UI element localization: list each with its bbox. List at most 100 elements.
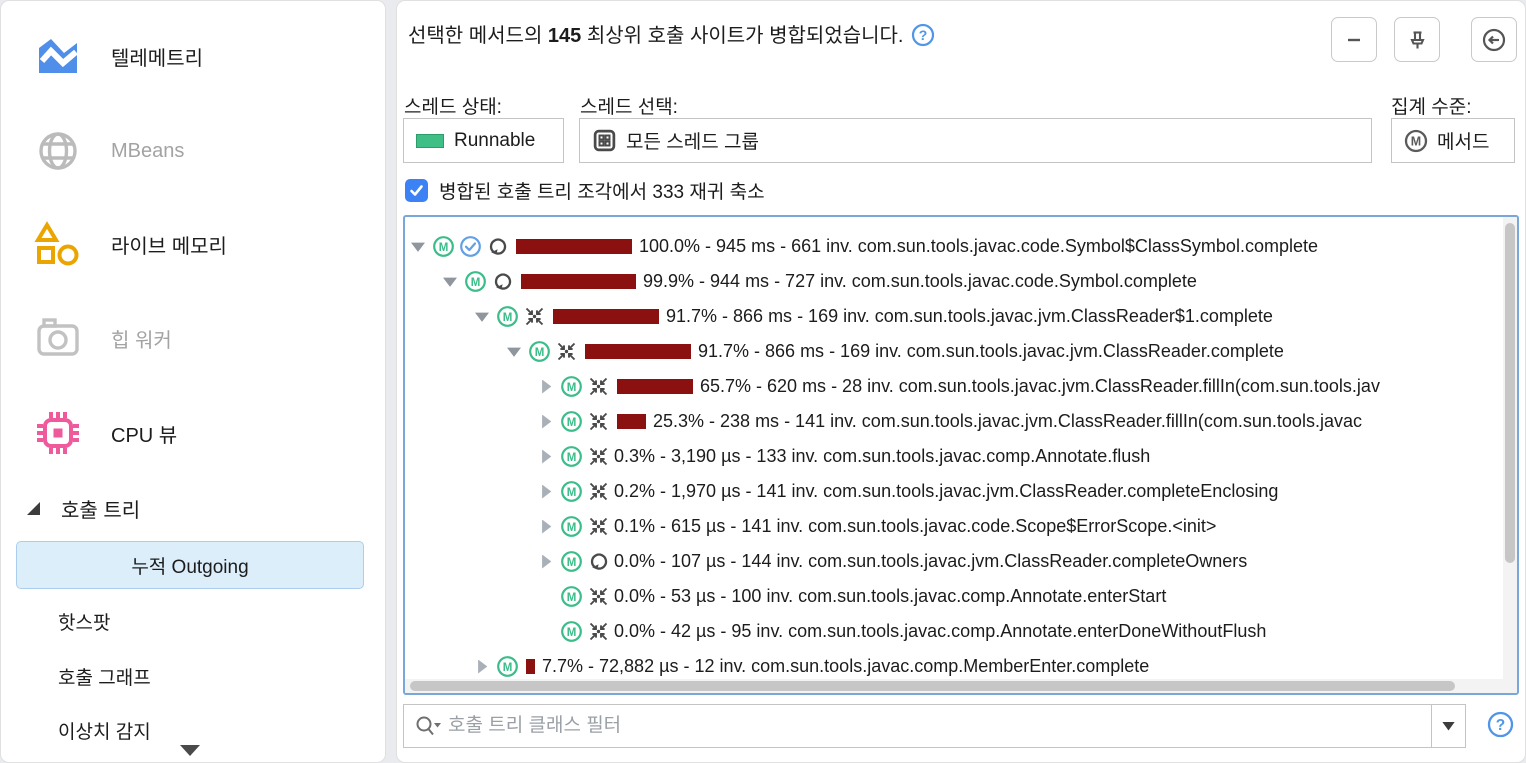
time-bar	[526, 659, 535, 674]
method-icon: M	[560, 585, 583, 608]
tree-row[interactable]: M 0.0% - 107 µs - 144 inv. com.sun.tools.…	[405, 544, 1503, 579]
method-aggregation-icon: M	[1404, 129, 1428, 153]
tree-row-text: 65.7% - 620 ms - 28 inv. com.sun.tools.j…	[700, 376, 1380, 396]
svg-text:M: M	[471, 277, 481, 289]
sidebar-item-outlier-detection[interactable]: 이상치 감지	[1, 716, 385, 744]
expand-toggle-icon[interactable]	[542, 519, 552, 534]
compress-icon	[587, 410, 610, 433]
svg-text:M: M	[567, 452, 577, 464]
camera-icon	[37, 318, 79, 356]
tree-row-text: 91.7% - 866 ms - 169 inv. com.sun.tools.…	[698, 341, 1284, 361]
method-icon: M	[496, 655, 519, 678]
filter-dropdown-button[interactable]	[1431, 705, 1465, 747]
compress-icon	[587, 480, 610, 503]
horizontal-scrollbar[interactable]	[405, 679, 1503, 693]
tree-row[interactable]: M 0.1% - 615 µs - 141 inv. com.sun.tools.…	[405, 509, 1503, 544]
sidebar-item-label: 힙 워커	[111, 329, 172, 352]
sidebar-item-hotspots[interactable]: 핫스팟	[1, 607, 385, 635]
svg-text:M: M	[439, 242, 449, 254]
back-button[interactable]	[1471, 17, 1517, 62]
collapse-recursions-checkbox[interactable]: 병합된 호출 트리 조각에서 333 재귀 축소	[405, 177, 765, 204]
sidebar-item-call-graph[interactable]: 호출 그래프	[1, 662, 385, 690]
tree-row-text: 7.7% - 72,882 µs - 12 inv. com.sun.tools…	[542, 656, 1150, 676]
method-icon: M	[560, 410, 583, 433]
filter-input[interactable]	[448, 706, 1429, 746]
method-icon: M	[528, 340, 551, 363]
tree-row[interactable]: M 25.3% - 238 ms - 141 inv. com.sun.tools…	[405, 404, 1503, 439]
method-icon: M	[432, 235, 455, 258]
method-icon: M	[560, 550, 583, 573]
sidebar-item-label: 누적 Outgoing	[131, 556, 249, 578]
message-count: 145	[547, 25, 582, 47]
tree-row[interactable]: M 0.0% - 53 µs - 100 inv. com.sun.tools.j…	[405, 579, 1503, 614]
tree-row-text: 91.7% - 866 ms - 169 inv. com.sun.tools.…	[666, 306, 1273, 326]
filter-help-icon[interactable]: ?	[1487, 711, 1514, 738]
sidebar: 텔레메트리 MBeans 라이브 메모리 힙 워커	[0, 0, 386, 763]
time-bar	[553, 309, 659, 324]
recursion-icon	[491, 270, 514, 293]
tree-row[interactable]: M 0.0% - 42 µs - 95 inv. com.sun.tools.ja…	[405, 614, 1503, 649]
tree-row[interactable]: M 0.2% - 1,970 µs - 141 inv. com.sun.tool…	[405, 474, 1503, 509]
vertical-scrollbar[interactable]	[1503, 217, 1517, 693]
sidebar-item-mbeans[interactable]: MBeans	[1, 127, 385, 175]
time-bar	[521, 274, 636, 289]
method-icon: M	[560, 515, 583, 538]
aggregation-dropdown[interactable]: M 메서드	[1391, 118, 1515, 163]
compress-icon	[587, 375, 610, 398]
svg-text:M: M	[567, 592, 577, 604]
merged-call-sites-message: 선택한 메서드의 145 최상위 호출 사이트가 병합되었습니다.?	[408, 19, 935, 48]
sidebar-item-telemetry[interactable]: 텔레메트리	[1, 32, 385, 80]
thread-groups-icon	[592, 128, 617, 153]
horizontal-scrollbar-thumb[interactable]	[410, 681, 1455, 691]
time-bar	[585, 344, 691, 359]
sidebar-item-cpu-views[interactable]: CPU 뷰	[1, 409, 385, 457]
expand-toggle-icon[interactable]	[542, 484, 552, 499]
telemetry-icon	[39, 39, 78, 73]
vertical-scrollbar-thumb[interactable]	[1505, 223, 1515, 563]
chevron-down-icon	[1442, 721, 1455, 731]
thread-state-dropdown[interactable]: Runnable	[403, 118, 564, 163]
toggle-spacer	[539, 590, 553, 604]
sidebar-item-label: 핫스팟	[58, 612, 111, 634]
sidebar-section-call-tree[interactable]: 호출 트리	[1, 493, 385, 523]
svg-text:?: ?	[1496, 717, 1505, 734]
expand-toggle-icon[interactable]	[542, 379, 552, 394]
aggregation-value: 메서드	[1437, 132, 1490, 153]
thread-selection-dropdown[interactable]: 모든 스레드 그룹	[579, 118, 1372, 163]
sidebar-item-cumulated-outgoing[interactable]: 누적 Outgoing	[16, 541, 364, 589]
scroll-down-icon[interactable]	[180, 745, 200, 756]
compress-icon	[587, 445, 610, 468]
tree-row[interactable]: M 0.3% - 3,190 µs - 133 inv. com.sun.tool…	[405, 439, 1503, 474]
compress-icon	[587, 620, 610, 643]
checkbox-checked-icon	[405, 179, 428, 202]
pin-button[interactable]	[1394, 17, 1440, 62]
expand-toggle-icon[interactable]	[542, 554, 552, 569]
help-icon[interactable]: ?	[911, 23, 935, 47]
tree-row[interactable]: M 100.0% - 945 ms - 661 inv. com.sun.tool…	[405, 229, 1503, 264]
svg-text:M: M	[567, 382, 577, 394]
method-icon: M	[560, 620, 583, 643]
time-bar	[516, 239, 632, 254]
tree-row[interactable]: M 91.7% - 866 ms - 169 inv. com.sun.tools…	[405, 334, 1503, 369]
tree-row[interactable]: M 91.7% - 866 ms - 169 inv. com.sun.tools…	[405, 299, 1503, 334]
collapse-toggle-icon[interactable]	[411, 242, 425, 252]
tree-row[interactable]: M 99.9% - 944 ms - 727 inv. com.sun.tools…	[405, 264, 1503, 299]
expand-toggle-icon[interactable]	[542, 449, 552, 464]
svg-text:M: M	[503, 312, 513, 324]
tree-row[interactable]: M 7.7% - 72,882 µs - 12 inv. com.sun.tool…	[405, 649, 1503, 684]
collapse-toggle-icon[interactable]	[475, 312, 489, 322]
method-icon: M	[464, 270, 487, 293]
search-icon[interactable]	[413, 714, 443, 740]
toggle-spacer	[539, 625, 553, 639]
collapse-toggle-icon[interactable]	[507, 347, 521, 357]
method-icon: M	[496, 305, 519, 328]
tree-row[interactable]: M 65.7% - 620 ms - 28 inv. com.sun.tools.…	[405, 369, 1503, 404]
expand-toggle-icon[interactable]	[478, 659, 488, 674]
svg-text:M: M	[567, 557, 577, 569]
expand-toggle-icon[interactable]	[542, 414, 552, 429]
minimize-button[interactable]	[1331, 17, 1377, 62]
sidebar-item-live-memory[interactable]: 라이브 메모리	[1, 220, 385, 268]
svg-text:M: M	[567, 522, 577, 534]
sidebar-item-heap-walker[interactable]: 힙 워커	[1, 314, 385, 362]
collapse-toggle-icon[interactable]	[443, 277, 457, 287]
